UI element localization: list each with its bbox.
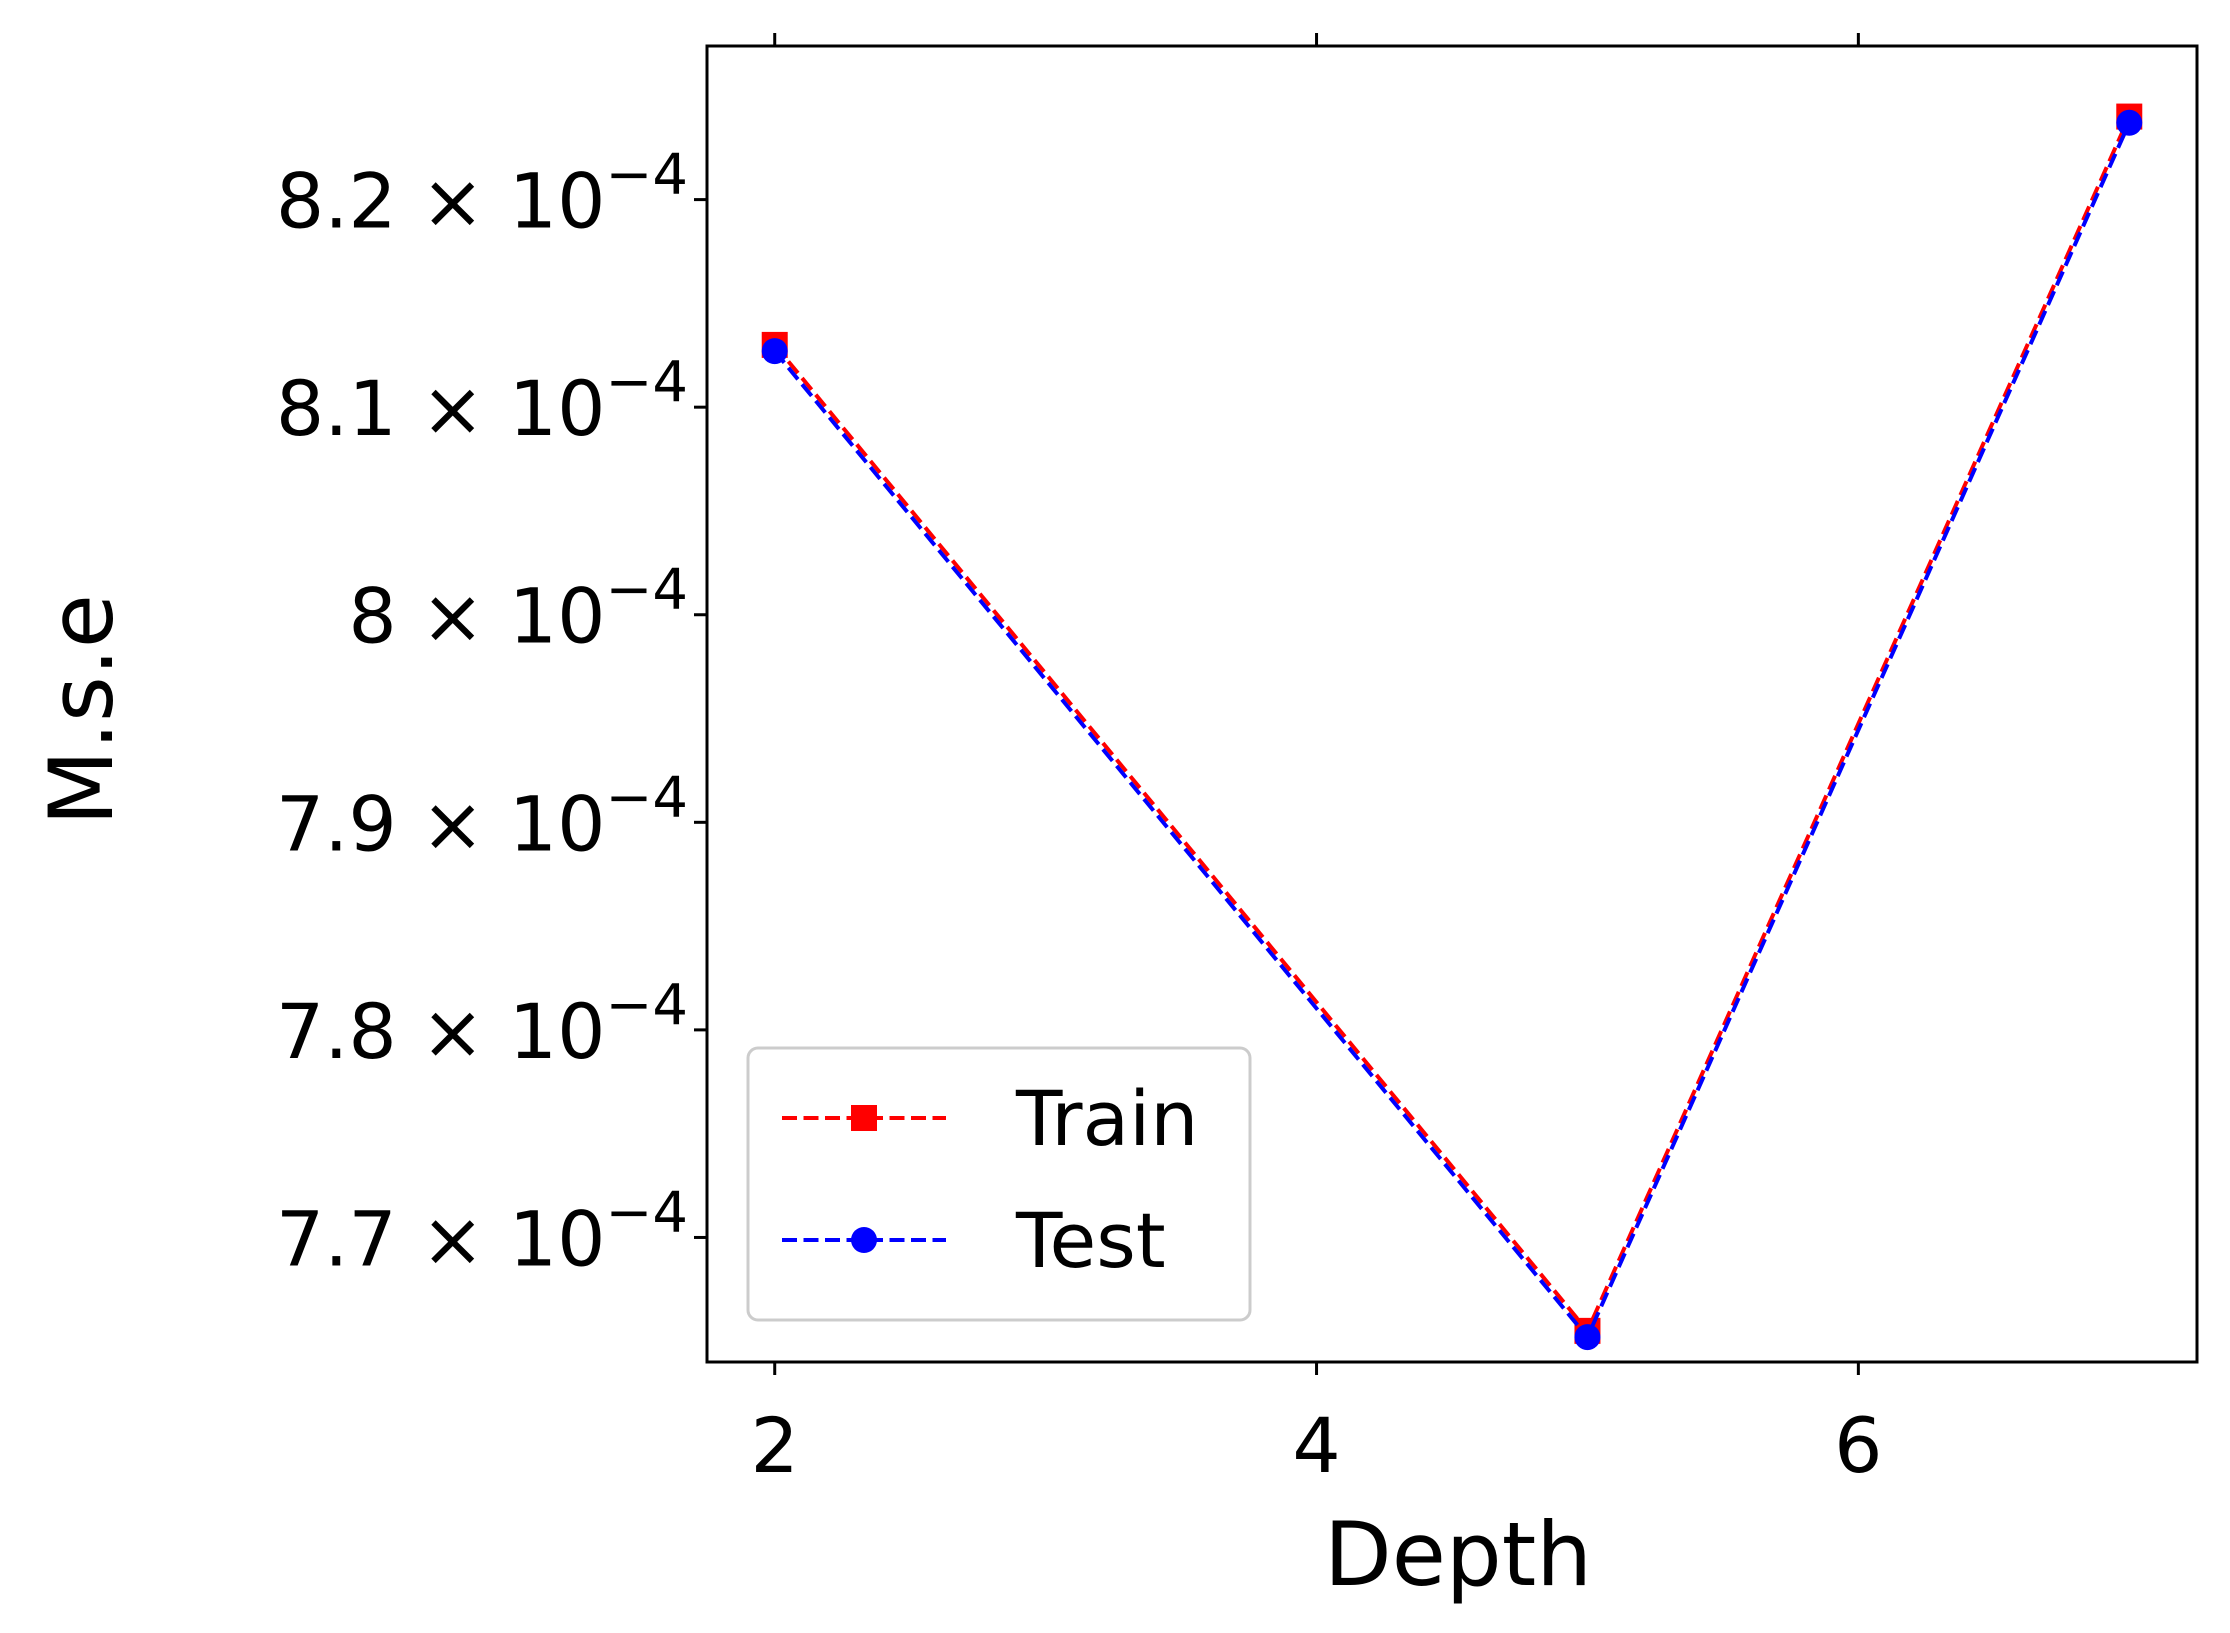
y-tick-label: 7.7 × 10−4 — [276, 1180, 688, 1283]
x-tick-label: 2 — [751, 1401, 799, 1490]
y-tick-label: 8.1 × 10−4 — [276, 350, 688, 453]
x-tick-label: 4 — [1292, 1401, 1340, 1490]
y-tick-label: 7.9 × 10−4 — [276, 765, 688, 868]
legend-label-train: Train — [1015, 1074, 1198, 1163]
y-axis-label: M.s.e — [30, 594, 133, 826]
data-point-test — [1574, 1324, 1601, 1351]
chart-marks — [761, 103, 2143, 1351]
plot-frame — [705, 44, 2199, 1364]
legend-marker-test — [851, 1227, 877, 1253]
legend: Train Test — [746, 1046, 1252, 1322]
x-axis-label: Depth — [1324, 1503, 1592, 1606]
y-tick-label: 7.8 × 10−4 — [276, 973, 688, 1076]
data-point-test — [761, 338, 788, 365]
data-point-test — [2116, 109, 2143, 136]
y-tick-label: 8 × 10−4 — [348, 558, 688, 661]
x-tick-label: 6 — [1834, 1401, 1882, 1490]
legend-label-test: Test — [1015, 1196, 1166, 1285]
axes: 2 4 6 7.7 × 10−4 7.8 × 10−4 7.9 × 10−4 8 × 10−… — [276, 33, 2199, 1490]
legend-marker-train — [851, 1105, 877, 1131]
y-tick-label: 8.2 × 10−4 — [276, 143, 688, 246]
